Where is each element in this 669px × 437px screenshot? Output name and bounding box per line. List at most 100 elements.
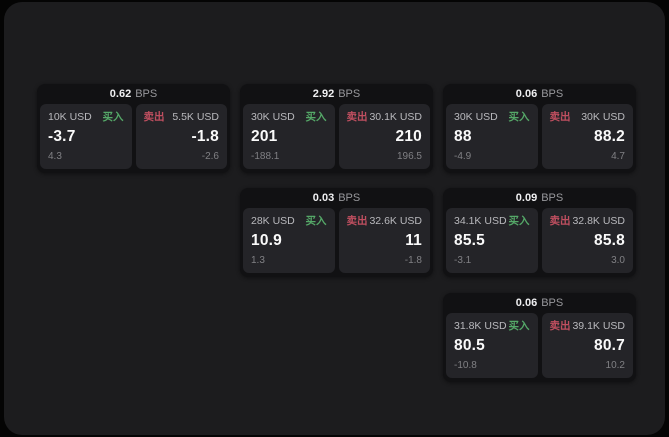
sell-side-label: 卖出 — [549, 111, 571, 123]
sell-panel[interactable]: 卖出 32.6K USD 11 -1.8 — [338, 208, 430, 273]
quote-card: 0.09 BPS 34.1K USD 买入 85.5 -3.1 卖出 32.8K… — [443, 188, 636, 277]
sell-size-label: 5.5K USD — [172, 111, 219, 123]
buy-delta: -10.8 — [454, 360, 477, 371]
buy-panel-top: 10K USD 买入 — [48, 111, 124, 123]
sell-side-label: 卖出 — [549, 215, 571, 227]
quote-body: 10K USD 买入 -3.7 4.3 卖出 5.5K USD -1.8 -2.… — [37, 104, 230, 169]
buy-size-label: 34.1K USD — [454, 215, 507, 227]
app-surface: 0.62 BPS 10K USD 买入 -3.7 4.3 卖出 5.5K USD… — [4, 2, 665, 435]
buy-side-label: 买入 — [508, 215, 530, 227]
sell-panel-top: 卖出 30.1K USD — [347, 111, 423, 123]
sell-panel-top: 卖出 32.6K USD — [347, 215, 423, 227]
quote-body: 34.1K USD 买入 85.5 -3.1 卖出 32.8K USD 85.8… — [443, 208, 636, 273]
spread-unit-label: BPS — [541, 88, 564, 100]
spread-header: 0.62 BPS — [37, 84, 230, 104]
sell-panel[interactable]: 卖出 5.5K USD -1.8 -2.6 — [135, 104, 227, 169]
sell-panel[interactable]: 卖出 39.1K USD 80.7 10.2 — [541, 313, 633, 378]
buy-panel[interactable]: 31.8K USD 买入 80.5 -10.8 — [446, 313, 538, 378]
buy-price: 10.9 — [251, 232, 282, 249]
buy-panel-top: 28K USD 买入 — [251, 215, 327, 227]
buy-price: 88 — [454, 128, 472, 145]
sell-panel-top: 卖出 30K USD — [550, 111, 626, 123]
sell-panel[interactable]: 卖出 32.8K USD 85.8 3.0 — [541, 208, 633, 273]
spread-unit-label: BPS — [541, 192, 564, 204]
spread-value: 0.06 — [515, 297, 538, 309]
buy-panel[interactable]: 10K USD 买入 -3.7 4.3 — [40, 104, 132, 169]
sell-size-label: 39.1K USD — [572, 320, 625, 332]
sell-panel[interactable]: 卖出 30.1K USD 210 196.5 — [338, 104, 430, 169]
sell-price: 210 — [395, 128, 422, 145]
quote-card: 0.06 BPS 31.8K USD 买入 80.5 -10.8 卖出 39.1… — [443, 293, 636, 382]
buy-panel-top: 30K USD 买入 — [454, 111, 530, 123]
spread-unit-label: BPS — [338, 192, 361, 204]
buy-size-label: 10K USD — [48, 111, 92, 123]
buy-panel[interactable]: 34.1K USD 买入 85.5 -3.1 — [446, 208, 538, 273]
buy-panel-top: 30K USD 买入 — [251, 111, 327, 123]
buy-price: 80.5 — [454, 337, 485, 354]
sell-side-label: 卖出 — [143, 111, 165, 123]
spread-header: 0.03 BPS — [240, 188, 433, 208]
sell-delta: 196.5 — [396, 151, 422, 162]
quote-card: 0.06 BPS 30K USD 买入 88 -4.9 卖出 30K USD 8… — [443, 84, 636, 173]
buy-delta: 1.3 — [251, 255, 265, 266]
spread-header: 2.92 BPS — [240, 84, 433, 104]
spread-unit-label: BPS — [338, 88, 361, 100]
quote-card: 0.62 BPS 10K USD 买入 -3.7 4.3 卖出 5.5K USD… — [37, 84, 230, 173]
buy-panel[interactable]: 30K USD 买入 88 -4.9 — [446, 104, 538, 169]
sell-delta: 10.2 — [605, 360, 625, 371]
sell-size-label: 32.8K USD — [572, 215, 625, 227]
spread-value: 0.06 — [515, 88, 538, 100]
sell-panel-top: 卖出 39.1K USD — [550, 320, 626, 332]
spread-value: 0.03 — [312, 192, 335, 204]
spread-header: 0.06 BPS — [443, 84, 636, 104]
buy-price: -3.7 — [48, 128, 76, 145]
sell-size-label: 30K USD — [581, 111, 625, 123]
buy-side-label: 买入 — [508, 111, 530, 123]
quote-body: 28K USD 买入 10.9 1.3 卖出 32.6K USD 11 -1.8 — [240, 208, 433, 273]
buy-side-label: 买入 — [102, 111, 124, 123]
spread-value: 0.09 — [515, 192, 538, 204]
spread-header: 0.09 BPS — [443, 188, 636, 208]
sell-delta: -1.8 — [404, 255, 422, 266]
sell-side-label: 卖出 — [346, 215, 368, 227]
sell-side-label: 卖出 — [346, 111, 368, 123]
sell-price: 85.8 — [594, 232, 625, 249]
buy-panel[interactable]: 30K USD 买入 201 -188.1 — [243, 104, 335, 169]
sell-delta: 4.7 — [611, 151, 625, 162]
buy-panel[interactable]: 28K USD 买入 10.9 1.3 — [243, 208, 335, 273]
sell-size-label: 30.1K USD — [369, 111, 422, 123]
buy-size-label: 30K USD — [454, 111, 498, 123]
spread-value: 2.92 — [312, 88, 335, 100]
buy-size-label: 30K USD — [251, 111, 295, 123]
buy-panel-top: 34.1K USD 买入 — [454, 215, 530, 227]
buy-side-label: 买入 — [305, 111, 327, 123]
sell-price: 11 — [405, 232, 422, 249]
quote-card: 2.92 BPS 30K USD 买入 201 -188.1 卖出 30.1K … — [240, 84, 433, 173]
sell-panel[interactable]: 卖出 30K USD 88.2 4.7 — [541, 104, 633, 169]
sell-panel-top: 卖出 32.8K USD — [550, 215, 626, 227]
spread-header: 0.06 BPS — [443, 293, 636, 313]
buy-side-label: 买入 — [305, 215, 327, 227]
buy-delta: 4.3 — [48, 151, 62, 162]
buy-delta: -3.1 — [454, 255, 472, 266]
quote-card: 0.03 BPS 28K USD 买入 10.9 1.3 卖出 32.6K US… — [240, 188, 433, 277]
sell-side-label: 卖出 — [549, 320, 571, 332]
sell-delta: 3.0 — [611, 255, 625, 266]
buy-side-label: 买入 — [508, 320, 530, 332]
sell-price: 88.2 — [594, 128, 625, 145]
spread-unit-label: BPS — [135, 88, 158, 100]
quote-body: 30K USD 买入 201 -188.1 卖出 30.1K USD 210 1… — [240, 104, 433, 169]
buy-price: 85.5 — [454, 232, 485, 249]
sell-panel-top: 卖出 5.5K USD — [144, 111, 220, 123]
spread-value: 0.62 — [109, 88, 132, 100]
buy-delta: -4.9 — [454, 151, 472, 162]
sell-price: 80.7 — [594, 337, 625, 354]
buy-price: 201 — [251, 128, 278, 145]
sell-delta: -2.6 — [201, 151, 219, 162]
buy-size-label: 28K USD — [251, 215, 295, 227]
sell-size-label: 32.6K USD — [369, 215, 422, 227]
spread-unit-label: BPS — [541, 297, 564, 309]
quote-body: 30K USD 买入 88 -4.9 卖出 30K USD 88.2 4.7 — [443, 104, 636, 169]
buy-delta: -188.1 — [251, 151, 280, 162]
buy-panel-top: 31.8K USD 买入 — [454, 320, 530, 332]
